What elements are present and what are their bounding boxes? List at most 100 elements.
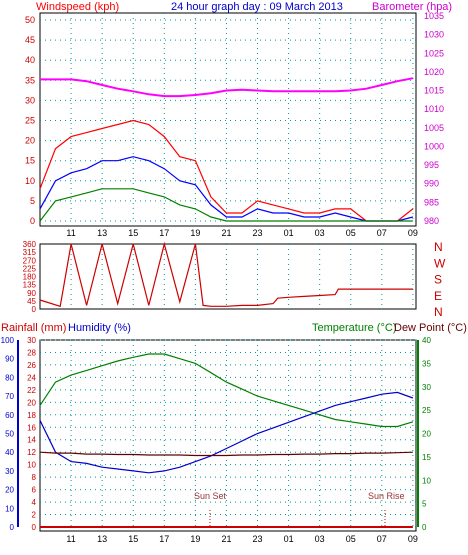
y-tick-label-rain: 16 <box>27 423 36 432</box>
x-tick-label: 19 <box>190 228 200 238</box>
y-tick-label-temperature: 40 <box>422 336 431 345</box>
y-tick-label-rain: 10 <box>27 461 36 470</box>
chart-title: 24 hour graph day : 09 March 2013 <box>171 1 343 13</box>
y-tick-label-wind: 25 <box>25 116 35 126</box>
y-tick-label-rain: 14 <box>27 436 36 445</box>
y-tick-label-direction: 315 <box>23 248 37 257</box>
y-tick-label-wind: 35 <box>25 75 35 85</box>
y-tick-label-humidity: 20 <box>5 486 14 495</box>
y-tick-label-humidity: 60 <box>5 411 14 420</box>
y-tick-label-humidity: 30 <box>5 467 14 476</box>
y-tick-label-wind: 30 <box>25 95 35 105</box>
y-tick-label-barometer: 985 <box>424 197 439 207</box>
y-tick-label-temperature: 10 <box>422 476 431 485</box>
x-tick-label: 15 <box>128 534 138 544</box>
x-tick-label: 23 <box>253 534 263 544</box>
direction-panel-frame <box>39 243 417 310</box>
y-tick-label-direction: 180 <box>23 273 37 282</box>
compass-label: E <box>434 289 442 303</box>
x-tick-label: 21 <box>221 534 231 544</box>
y-tick-label-barometer: 990 <box>424 179 439 189</box>
y-tick-label-rain: 0 <box>32 523 37 532</box>
compass-label: S <box>434 273 442 287</box>
y-tick-label-rain: 20 <box>27 398 36 407</box>
y-tick-label-temperature: 5 <box>422 500 427 509</box>
y-tick-label-rain: 4 <box>32 498 37 507</box>
y-tick-label-barometer: 1020 <box>424 67 444 77</box>
x-tick-label: 07 <box>377 534 387 544</box>
series-line-lull <box>39 188 413 222</box>
x-tick-label: 11 <box>66 534 75 544</box>
x-tick-label: 09 <box>408 228 418 238</box>
series-line-average <box>39 156 414 222</box>
y-tick-label-rain: 8 <box>32 473 37 482</box>
windspeed-axis-label: Windspeed (kph) <box>36 1 119 13</box>
y-tick-label-rain: 6 <box>32 486 37 495</box>
y-tick-label-wind: 5 <box>30 196 35 206</box>
x-tick-label: 13 <box>97 228 107 238</box>
x-tick-label: 01 <box>284 228 294 238</box>
y-tick-label-barometer: 980 <box>424 216 439 226</box>
y-tick-label-temperature: 30 <box>422 383 431 392</box>
y-tick-label-barometer: 1025 <box>424 48 444 58</box>
grid <box>40 13 416 528</box>
rainfall-axis-label: Rainfall (mm) <box>1 322 66 334</box>
y-tick-label-wind: 20 <box>25 136 35 146</box>
temperature-panel-frame <box>39 339 417 532</box>
x-tick-label: 17 <box>159 228 169 238</box>
x-tick-label: 03 <box>315 228 325 238</box>
y-tick-label-rain: 28 <box>27 348 36 357</box>
y-tick-label-barometer: 1030 <box>424 30 444 40</box>
y-tick-label-direction: 45 <box>27 297 36 306</box>
series-line-wind-direction <box>39 241 413 308</box>
x-tick-label: 03 <box>315 534 325 544</box>
series <box>39 77 414 528</box>
x-tick-label: 05 <box>346 228 356 238</box>
y-tick-label-humidity: 50 <box>5 430 14 439</box>
y-tick-label-humidity: 40 <box>5 448 14 457</box>
y-tick-label-direction: 270 <box>23 256 37 265</box>
y-tick-label-direction: 90 <box>27 289 36 298</box>
sun-rise-label: Sun Rise <box>368 491 405 501</box>
x-tick-label: 17 <box>159 534 169 544</box>
compass-label: W <box>434 256 446 270</box>
y-tick-label-humidity: 10 <box>5 504 14 513</box>
series-line-gust <box>39 119 414 222</box>
y-tick-label-wind: 45 <box>25 35 35 45</box>
y-tick-label-barometer: 1005 <box>424 123 444 133</box>
y-tick-label-rain: 30 <box>27 336 36 345</box>
y-tick-label-temperature: 35 <box>422 359 431 368</box>
humidity-axis-label: Humidity (%) <box>68 322 131 334</box>
y-tick-label-wind: 15 <box>25 156 35 166</box>
x-tick-label: 15 <box>128 228 138 238</box>
barometer-axis-label: Barometer (hpa) <box>372 1 452 13</box>
y-tick-label-barometer: 1010 <box>424 104 444 114</box>
y-tick-label-barometer: 1035 <box>424 11 444 21</box>
y-tick-label-rain: 2 <box>32 511 37 520</box>
x-tick-label: 21 <box>221 228 231 238</box>
y-tick-label-humidity: 100 <box>1 336 15 345</box>
y-tick-label-temperature: 20 <box>422 430 431 439</box>
y-tick-label-rain: 18 <box>27 411 36 420</box>
series-line-temperature-c- <box>39 353 414 428</box>
x-tick-label: 07 <box>377 228 387 238</box>
series-line-humidity- <box>39 391 414 474</box>
x-tick-label: 01 <box>284 534 294 544</box>
y-tick-label-wind: 50 <box>25 15 35 25</box>
y-tick-label-wind: 10 <box>25 176 35 186</box>
y-tick-label-temperature: 15 <box>422 453 431 462</box>
y-tick-label-direction: 360 <box>23 240 37 249</box>
axes: 11 13 15 17 19 21 23 01 03 05 07 090510152025303540… <box>1 11 446 544</box>
sun-set-label: Sun Set <box>194 491 227 501</box>
x-tick-label: 11 <box>66 228 75 238</box>
y-tick-label-direction: 225 <box>23 264 37 273</box>
series-line-barometer-hpa- <box>40 77 414 98</box>
y-tick-label-barometer: 1000 <box>424 141 444 151</box>
y-tick-label-rain: 12 <box>27 448 36 457</box>
y-tick-label-barometer: 995 <box>424 160 439 170</box>
x-tick-label: 05 <box>346 534 356 544</box>
y-tick-label-humidity: 70 <box>5 392 14 401</box>
y-tick-label-temperature: 0 <box>422 523 427 532</box>
dewpoint-axis-label: Dew Point (°C) <box>394 322 467 334</box>
